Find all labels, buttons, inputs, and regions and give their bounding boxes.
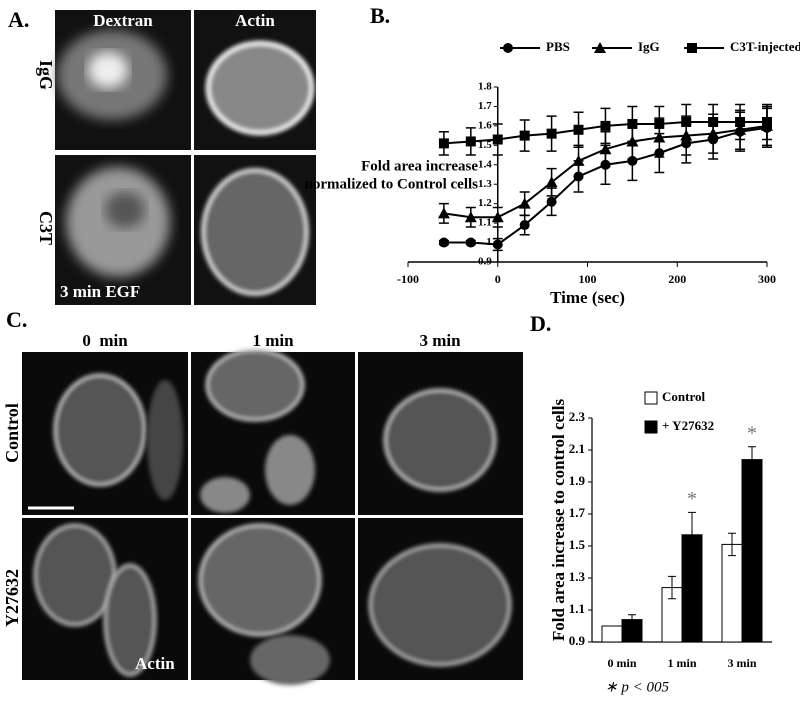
panel-a-images (55, 10, 316, 305)
y-tick-label: 1.9 (569, 473, 586, 488)
column-label: 3 min (419, 331, 461, 350)
legend-label: IgG (638, 39, 660, 54)
y-axis-title: Fold area increase (361, 158, 478, 174)
marker (546, 196, 557, 207)
column-label: Dextran (93, 11, 153, 30)
y-tick-label: 1 (486, 236, 492, 248)
panel-label: B. (370, 3, 390, 28)
y-tick-label: 2.1 (569, 441, 585, 456)
panel-label: D. (530, 311, 551, 336)
y-tick-label: 1.7 (569, 505, 586, 520)
marker (465, 237, 476, 248)
marker (600, 120, 611, 131)
bar (721, 543, 743, 643)
marker (438, 237, 449, 248)
row-label: IgG (36, 60, 56, 90)
marker (491, 211, 504, 223)
marker (546, 128, 557, 139)
marker (465, 136, 476, 147)
x-tick-label: 1 min (667, 656, 696, 670)
bar (621, 619, 643, 643)
legend-label: Control (662, 389, 705, 404)
error-bar (628, 614, 636, 620)
x-tick-label: 100 (579, 272, 597, 286)
marker (492, 239, 503, 250)
y-tick-label: 1.7 (478, 100, 492, 112)
legend-label: C3T-injected (730, 39, 800, 54)
x-tick-label: 0 (495, 272, 501, 286)
y-tick-label: 1.4 (478, 158, 492, 170)
y-tick-label: 0.9 (569, 633, 586, 648)
note: 3 min EGF (60, 282, 140, 301)
error-bar (748, 446, 756, 460)
y-tick-label: 2.3 (569, 409, 586, 424)
y-tick-label: 1.5 (478, 139, 492, 151)
x-tick-label: 3 min (727, 656, 756, 670)
bar (681, 534, 703, 643)
y-tick-label: 1.1 (569, 601, 585, 616)
significance-mark: * (747, 422, 757, 444)
y-tick-label: 1.2 (478, 197, 492, 209)
y-tick-label: 1.1 (478, 217, 492, 229)
column-label: Actin (235, 11, 275, 30)
legend-swatch (644, 391, 658, 405)
legend-marker (687, 43, 697, 53)
marker (627, 118, 638, 129)
row-label: C3T (36, 211, 56, 245)
y-tick-label: 1.6 (478, 119, 492, 131)
legend-label: PBS (546, 39, 570, 54)
y-tick-label: 0.9 (478, 256, 492, 268)
x-tick-label: 200 (668, 272, 686, 286)
marker (437, 207, 450, 219)
marker (545, 176, 558, 188)
legend-swatch (644, 420, 658, 434)
y-tick-label: 1.8 (478, 81, 492, 93)
panel-label: C. (6, 307, 27, 332)
legend-label: + Y27632 (662, 418, 714, 433)
marker (762, 117, 772, 127)
bar (601, 625, 623, 643)
y-axis-title: normalized to Control cells (305, 176, 479, 192)
column-label: 0 min (82, 331, 128, 350)
footnote: ∗ p < 005 (605, 679, 669, 695)
error-bar (668, 575, 676, 600)
y-tick-label: 1.5 (569, 537, 586, 552)
marker (654, 118, 665, 129)
marker (438, 138, 449, 149)
legend-marker (594, 42, 606, 53)
column-label: 1 min (252, 331, 294, 350)
note: Actin (135, 654, 175, 673)
error-bar (728, 532, 736, 557)
error-bar (688, 511, 696, 535)
marker (681, 117, 692, 127)
row-label: Control (2, 403, 22, 463)
marker (464, 211, 477, 223)
y-tick-label: 1.3 (569, 569, 586, 584)
marker (519, 130, 530, 141)
bar (741, 459, 763, 643)
marker (518, 197, 531, 209)
row-label: Y27632 (2, 569, 22, 627)
marker (599, 143, 612, 155)
panel-label: A. (8, 7, 29, 32)
marker (735, 117, 746, 127)
marker (708, 117, 719, 127)
y-axis-title: Fold area increase to control cells (549, 399, 568, 642)
x-tick-label: -100 (397, 272, 419, 286)
panel-c-images (22, 348, 523, 685)
marker (573, 124, 584, 135)
y-tick-label: 1.3 (478, 178, 492, 190)
x-axis-title: Time (sec) (550, 288, 625, 307)
legend-marker (503, 43, 513, 53)
x-tick-label: 300 (758, 272, 776, 286)
x-tick-label: 0 min (607, 656, 636, 670)
marker (572, 154, 585, 166)
marker (519, 220, 530, 231)
significance-mark: * (687, 488, 697, 510)
marker (492, 134, 503, 145)
